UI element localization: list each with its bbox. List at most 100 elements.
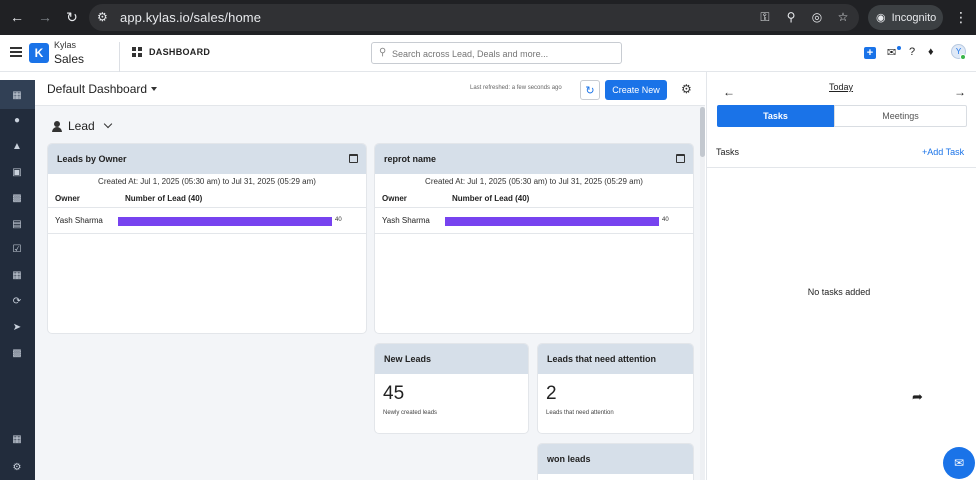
- dashboard-selector[interactable]: Default Dashboard: [47, 82, 148, 96]
- calendar-icon[interactable]: [676, 154, 685, 163]
- search-icon: ⚲: [379, 47, 387, 58]
- main-scrollbar-track[interactable]: [700, 107, 705, 480]
- lead-count-bar[interactable]: [118, 217, 332, 226]
- divider: [707, 167, 976, 168]
- browser-toolbar: ← → ↻ ⚙ app.kylas.io/sales/home ⚿ ⚲ ◎ ☆ …: [0, 0, 976, 35]
- table-row[interactable]: Yash Sharma 40: [375, 209, 693, 234]
- leads-attention-card[interactable]: Leads that need attention 2 Leads that n…: [538, 344, 693, 433]
- sidebar-workflows-icon[interactable]: ⟳: [12, 295, 22, 307]
- sidebar-reports-icon[interactable]: ▤: [12, 218, 22, 230]
- sidebar-leads-icon[interactable]: ▣: [12, 166, 22, 178]
- table-header: Owner Number of Lead (40): [375, 188, 693, 208]
- table-header: Owner Number of Lead (40): [48, 188, 366, 208]
- new-leads-card[interactable]: New Leads 45 Newly created leads: [375, 344, 528, 433]
- browser-menu-icon[interactable]: ⋮: [954, 9, 968, 25]
- sidebar-calendar-icon[interactable]: ▦: [12, 269, 22, 281]
- online-status-dot: [960, 54, 966, 60]
- add-task-label: Add Task: [927, 147, 965, 157]
- help-icon[interactable]: ?: [909, 46, 916, 58]
- reprot-name-card: reprot name Created At: Jul 1, 2025 (05:…: [375, 144, 693, 333]
- site-info-icon[interactable]: ⚙: [97, 10, 108, 24]
- sidebar-active-highlight: [0, 80, 35, 109]
- create-new-button[interactable]: Create New: [605, 80, 667, 100]
- won-leads-card[interactable]: won leads: [538, 444, 693, 480]
- eye-slash-icon[interactable]: ◎: [811, 10, 823, 24]
- mouse-pointer-icon: ➦: [912, 389, 923, 404]
- url-text[interactable]: app.kylas.io/sales/home: [120, 10, 262, 25]
- plus-icon: +: [922, 147, 928, 157]
- search-input[interactable]: [392, 46, 617, 61]
- announcement-megaphone-icon[interactable]: ✉: [887, 47, 897, 59]
- global-search[interactable]: ⚲: [371, 42, 622, 64]
- chat-support-icon[interactable]: ✉: [943, 447, 975, 479]
- table-row[interactable]: Yash Sharma 40: [48, 209, 366, 234]
- created-at-range: Created At: Jul 1, 2025 (05:30 am) to Ju…: [98, 177, 316, 186]
- reload-icon[interactable]: ↻: [66, 8, 78, 25]
- card-header: reprot name: [375, 144, 693, 174]
- leads-by-owner-card: Leads by Owner Created At: Jul 1, 2025 (…: [48, 144, 366, 333]
- next-day-arrow-icon[interactable]: →: [954, 85, 966, 99]
- kpi-value: 45: [383, 383, 405, 404]
- lead-count-value: 40: [335, 217, 342, 223]
- bookmark-star-icon[interactable]: ☆: [837, 10, 849, 24]
- card-title: won leads: [547, 454, 591, 464]
- owner-name: Yash Sharma: [55, 216, 103, 225]
- address-bar[interactable]: ⚙ app.kylas.io/sales/home ⚿ ⚲ ◎ ☆: [89, 4, 859, 31]
- tasks-heading: Tasks: [716, 147, 740, 157]
- sidebar-deals-icon[interactable]: ▲: [12, 140, 22, 152]
- sidebar-analytics-icon[interactable]: ▩: [12, 347, 22, 359]
- app-header: K Kylas Sales DASHBOARD ⚲ + ✉ ? ♦ Y: [0, 35, 976, 72]
- empty-state-message: No tasks added: [807, 287, 871, 297]
- calendar-icon[interactable]: [349, 154, 358, 163]
- quick-add-button[interactable]: +: [864, 47, 876, 59]
- sidebar-campaigns-icon[interactable]: ➤: [12, 321, 22, 333]
- entity-selector[interactable]: Lead: [52, 119, 112, 133]
- bell-icon[interactable]: ♦: [928, 46, 934, 58]
- brand-name: Sales: [54, 52, 85, 66]
- column-number-of-lead: Number of Lead (40): [452, 194, 530, 203]
- previous-day-arrow-icon[interactable]: ←: [723, 85, 735, 99]
- owner-name: Yash Sharma: [382, 216, 430, 225]
- kylas-logo-icon[interactable]: K: [29, 43, 49, 63]
- password-key-icon[interactable]: ⚿: [760, 9, 770, 24]
- card-header: Leads that need attention: [538, 344, 693, 374]
- sidebar-tasks-icon[interactable]: ☑: [12, 243, 22, 255]
- section-label: DASHBOARD: [149, 47, 211, 57]
- last-refreshed-text: Last refreshed: a few seconds ago: [470, 85, 562, 91]
- zoom-icon[interactable]: ⚲: [786, 10, 796, 24]
- card-title: New Leads: [384, 354, 432, 364]
- sidebar-companies-icon[interactable]: ▩: [12, 192, 22, 204]
- forward-arrow-icon[interactable]: →: [38, 9, 52, 25]
- dashboard-settings-gear-icon[interactable]: ⚙: [681, 82, 692, 96]
- dashboard-dropdown-icon[interactable]: [151, 87, 157, 91]
- sidebar-contacts-icon[interactable]: ●: [13, 114, 21, 126]
- tasks-panel: ← Today → Tasks Meetings Tasks +Add Task…: [706, 72, 976, 480]
- card-title: reprot name: [384, 154, 437, 164]
- lead-count-bar[interactable]: [445, 217, 659, 226]
- kpi-subtitle: Newly created leads: [383, 410, 438, 416]
- add-task-button[interactable]: +Add Task: [922, 147, 964, 157]
- tab-meetings[interactable]: Meetings: [834, 105, 967, 127]
- date-label[interactable]: Today: [829, 82, 854, 92]
- sidebar-apps-icon[interactable]: ▦: [12, 433, 22, 445]
- incognito-icon: ◉: [876, 12, 886, 24]
- lead-count-value: 40: [662, 217, 669, 223]
- kpi-value: 2: [546, 383, 557, 404]
- sidebar-dashboard-icon[interactable]: ▦: [12, 89, 22, 101]
- dashboard-title-bar: Default Dashboard Last refreshed: a few …: [35, 72, 705, 106]
- brand-small: Kylas: [54, 40, 77, 50]
- card-header: Leads by Owner: [48, 144, 366, 174]
- announcement-dot: [897, 46, 901, 50]
- card-header: won leads: [538, 444, 693, 474]
- incognito-badge[interactable]: ◉ Incognito: [868, 5, 943, 30]
- header-divider: [119, 42, 120, 72]
- tab-tasks[interactable]: Tasks: [717, 105, 834, 127]
- main-scrollbar-thumb[interactable]: [700, 107, 705, 157]
- card-title: Leads by Owner: [57, 154, 127, 164]
- column-owner: Owner: [382, 194, 407, 203]
- hamburger-menu-icon[interactable]: [10, 47, 22, 57]
- back-arrow-icon[interactable]: ←: [10, 9, 24, 25]
- refresh-button[interactable]: ↻: [580, 80, 600, 100]
- entity-label: Lead: [68, 119, 95, 133]
- sidebar-settings-gear-icon[interactable]: ⚙: [12, 461, 22, 473]
